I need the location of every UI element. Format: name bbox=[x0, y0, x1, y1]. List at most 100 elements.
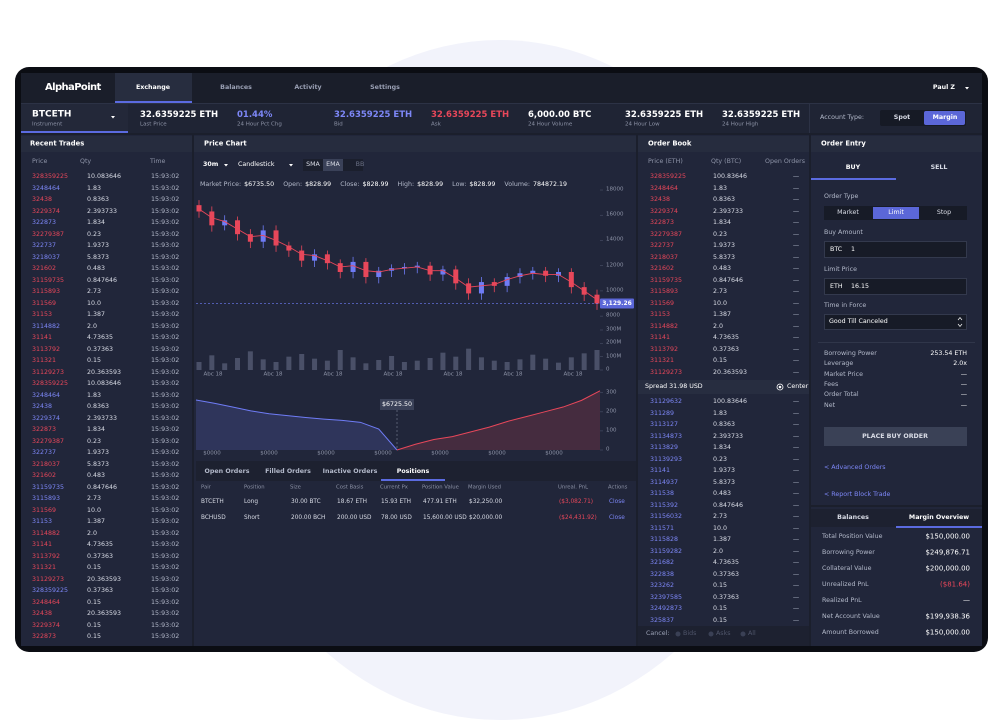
stat-label: Ask bbox=[431, 121, 441, 128]
select-value[interactable]: Good Till Canceled bbox=[829, 317, 888, 325]
margin-tab[interactable]: Balances bbox=[837, 513, 869, 521]
candle-body bbox=[209, 211, 215, 226]
submit-button[interactable] bbox=[824, 427, 967, 446]
book-price: 321682 bbox=[650, 558, 675, 566]
center-icon bbox=[778, 385, 782, 389]
input-box[interactable] bbox=[824, 241, 967, 258]
candle-body bbox=[401, 266, 407, 269]
caret bbox=[224, 164, 228, 167]
nav-tab[interactable]: Settings bbox=[370, 83, 400, 91]
trade-price: 3248464 bbox=[32, 391, 61, 399]
trade-time: 15:93:02 bbox=[151, 264, 180, 272]
trade-price: 31141 bbox=[32, 333, 53, 341]
user-menu[interactable]: Paul Z bbox=[932, 83, 955, 91]
summary-label: Leverage bbox=[824, 360, 854, 368]
order-type[interactable]: Market bbox=[837, 208, 859, 216]
input-value[interactable]: 16.15 bbox=[851, 282, 870, 290]
cell: $20,000.00 bbox=[469, 515, 503, 522]
account-type[interactable]: Margin bbox=[932, 113, 958, 121]
volume-bar bbox=[466, 348, 472, 370]
side-tab[interactable]: SELL bbox=[930, 163, 948, 171]
book-qty: 0.847646 bbox=[713, 501, 744, 509]
instrument[interactable]: BTCETH bbox=[32, 109, 72, 120]
indicator[interactable]: BB bbox=[355, 160, 365, 168]
volume-bar bbox=[568, 357, 574, 370]
trade-price: 328359225 bbox=[32, 172, 69, 180]
order-type[interactable]: Stop bbox=[936, 208, 952, 216]
volume-bar bbox=[235, 358, 241, 370]
stat-value: 32.6359225 ETH bbox=[431, 109, 510, 120]
nav-tab[interactable]: Activity bbox=[294, 83, 322, 91]
book-price: 31129632 bbox=[650, 397, 683, 405]
trade-price: 3114882 bbox=[32, 529, 61, 537]
input-box[interactable] bbox=[824, 278, 967, 295]
nav-tab[interactable]: Exchange bbox=[135, 83, 171, 91]
y-tick-label: 8000 bbox=[606, 312, 620, 319]
panel-title: Price Chart bbox=[204, 139, 247, 148]
cell: Short bbox=[244, 515, 260, 522]
book-qty: 0.37363 bbox=[713, 593, 740, 601]
stat-value: 01.44% bbox=[237, 109, 273, 120]
trade-time: 15:93:02 bbox=[151, 448, 180, 456]
column-header: Pair bbox=[201, 484, 211, 491]
submit-label[interactable]: PLACE BUY ORDER bbox=[862, 432, 928, 440]
field-label: Buy Amount bbox=[824, 228, 863, 236]
candle-body bbox=[350, 261, 356, 272]
candle-body bbox=[247, 234, 253, 242]
trade-price: 311321 bbox=[32, 563, 57, 571]
volume-bar bbox=[530, 354, 536, 370]
select-box[interactable] bbox=[824, 314, 967, 330]
field-label: Time in Force bbox=[824, 301, 867, 309]
cancel-option[interactable]: Bids bbox=[683, 629, 697, 637]
cell[interactable]: Close bbox=[609, 499, 625, 506]
volume-bar bbox=[401, 362, 407, 370]
center-button[interactable]: Center bbox=[787, 382, 809, 390]
book-price: 3115893 bbox=[650, 287, 679, 295]
orders-tab[interactable]: Positions bbox=[396, 467, 430, 475]
book-price: 31141 bbox=[650, 466, 671, 474]
candle-body bbox=[235, 220, 241, 235]
y-tick-label: 100 bbox=[606, 427, 617, 434]
indicator[interactable]: SMA bbox=[306, 160, 320, 168]
order-type[interactable]: Limit bbox=[888, 208, 904, 216]
account-type[interactable]: Spot bbox=[893, 113, 911, 121]
stat-value: 32.6359225 ETH bbox=[140, 109, 219, 120]
candle-body bbox=[440, 269, 446, 275]
book-price: 3113792 bbox=[650, 345, 679, 353]
book-price: 31159735 bbox=[650, 276, 683, 284]
trade-price: 3115893 bbox=[32, 287, 61, 295]
nav-tab[interactable]: Balances bbox=[220, 83, 252, 91]
candle-body bbox=[427, 265, 433, 275]
input-value[interactable]: 1 bbox=[851, 245, 856, 253]
orders-tab[interactable]: Inactive Orders bbox=[322, 467, 378, 475]
margin-tab[interactable]: Margin Overview bbox=[908, 513, 970, 521]
orders-tab[interactable]: Open Orders bbox=[204, 467, 250, 475]
x-tick-label: $0000 bbox=[203, 450, 221, 457]
volume-bar bbox=[337, 350, 343, 370]
side-tab[interactable]: BUY bbox=[845, 163, 861, 171]
volume-bar bbox=[299, 354, 305, 370]
book-orders: — bbox=[792, 432, 800, 440]
trade-price: 32438 bbox=[32, 195, 53, 203]
cancel-option[interactable]: All bbox=[748, 629, 756, 637]
cancel-option[interactable]: Asks bbox=[716, 629, 731, 637]
interval-select[interactable]: 30m bbox=[203, 160, 219, 168]
link[interactable]: < Report Block Trade bbox=[824, 490, 891, 498]
info-label: Volume: bbox=[504, 180, 530, 188]
style-select[interactable]: Candlestick bbox=[238, 160, 275, 168]
margin-value: $249,876.71 bbox=[925, 548, 970, 557]
info-label: Market Price: bbox=[200, 180, 242, 188]
link[interactable]: < Advanced Orders bbox=[824, 463, 886, 471]
orders-tab[interactable]: Filled Orders bbox=[265, 467, 311, 475]
cell: 200.00 BCH bbox=[291, 515, 326, 522]
instrument-box[interactable] bbox=[21, 104, 128, 133]
trade-qty: 1.834 bbox=[87, 425, 106, 433]
book-qty: 2.73 bbox=[713, 287, 728, 295]
field-label: Order Type bbox=[824, 192, 859, 200]
trade-price: 311569 bbox=[32, 299, 57, 307]
book-qty: 100.83646 bbox=[713, 172, 748, 180]
cell[interactable]: Close bbox=[609, 515, 625, 522]
volume-bar bbox=[376, 360, 382, 370]
indicator[interactable]: EMA bbox=[326, 160, 340, 168]
margin-label: Amount Borrowed bbox=[822, 628, 879, 636]
